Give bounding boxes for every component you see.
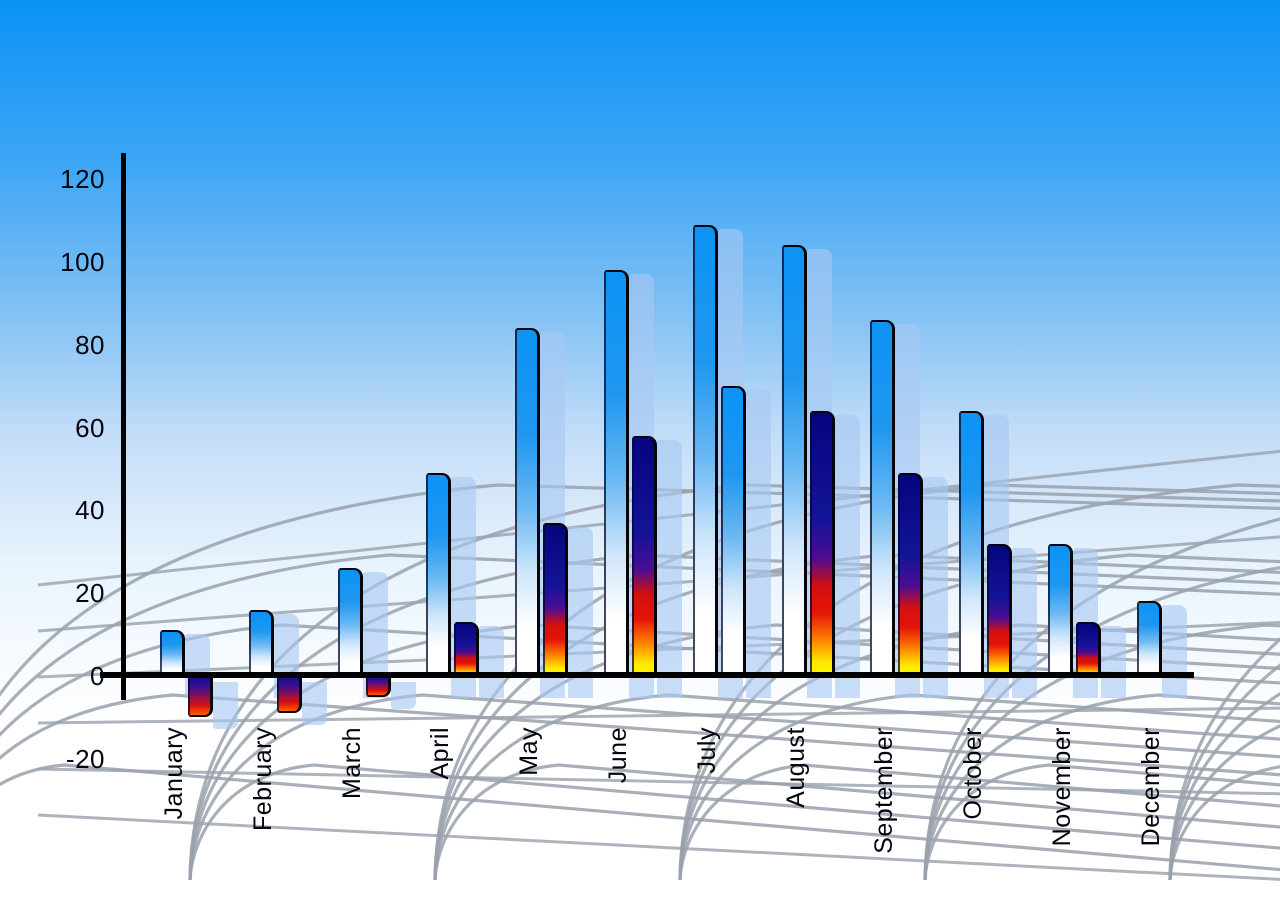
x-label-april: April xyxy=(426,727,455,780)
y-tick-120: 120 xyxy=(60,164,105,195)
x-label-february: February xyxy=(248,727,277,832)
bar-july-series2 xyxy=(720,386,746,676)
bar-june-series1 xyxy=(604,270,629,676)
bar-december-series1 xyxy=(1136,601,1162,676)
bar-shadow-january-series2 xyxy=(213,682,238,730)
y-tick--20: -20 xyxy=(65,743,105,774)
bar-november-series2 xyxy=(1076,622,1101,676)
x-label-june: June xyxy=(604,727,632,784)
x-label-december: December xyxy=(1136,727,1165,847)
bar-march-series2 xyxy=(365,676,391,697)
bar-shadow-february-series2 xyxy=(301,682,327,726)
bar-august-series1 xyxy=(781,245,807,676)
bar-march-series1 xyxy=(337,568,363,676)
bar-june-series2 xyxy=(632,435,657,676)
x-label-january: January xyxy=(160,727,188,820)
bar-january-series1 xyxy=(160,630,185,676)
bar-shadow-september-series2 xyxy=(923,477,949,698)
bar-november-series1 xyxy=(1048,543,1073,676)
x-label-may: May xyxy=(515,727,544,776)
bar-january-series2 xyxy=(188,676,213,718)
y-axis-line xyxy=(121,153,126,700)
x-label-july: July xyxy=(692,727,721,774)
bar-september-series2 xyxy=(898,473,924,676)
bar-july-series1 xyxy=(692,224,718,676)
bar-shadow-august-series2 xyxy=(834,415,860,698)
y-tick-80: 80 xyxy=(75,329,105,360)
x-label-august: August xyxy=(781,727,810,808)
bar-april-series1 xyxy=(426,473,452,676)
bar-shadow-june-series2 xyxy=(657,439,682,698)
bar-shadow-march-series2 xyxy=(390,682,416,709)
y-tick-20: 20 xyxy=(75,578,105,609)
y-tick-0: 0 xyxy=(90,661,105,691)
x-label-september: September xyxy=(870,727,899,854)
bar-october-series2 xyxy=(987,543,1013,676)
bar-shadow-may-series2 xyxy=(568,526,594,698)
bar-february-series2 xyxy=(276,676,302,714)
bar-shadow-july-series2 xyxy=(745,390,771,698)
x-axis-baseline xyxy=(100,672,1194,678)
y-tick-40: 40 xyxy=(75,495,105,526)
bar-shadow-december-series1 xyxy=(1161,605,1187,698)
x-label-november: November xyxy=(1048,727,1076,847)
bar-february-series1 xyxy=(248,609,274,676)
x-label-october: October xyxy=(959,727,988,820)
bar-august-series2 xyxy=(809,411,835,676)
x-label-march: March xyxy=(337,727,366,799)
bar-may-series1 xyxy=(515,328,541,676)
y-tick-60: 60 xyxy=(75,412,105,443)
y-tick-100: 100 xyxy=(60,247,105,277)
bar-shadow-november-series2 xyxy=(1101,626,1126,698)
bar-september-series1 xyxy=(870,319,896,676)
bar-may-series2 xyxy=(543,522,569,676)
bar-shadow-april-series2 xyxy=(479,626,505,698)
bar-april-series2 xyxy=(454,622,480,676)
bar-october-series1 xyxy=(959,411,985,676)
